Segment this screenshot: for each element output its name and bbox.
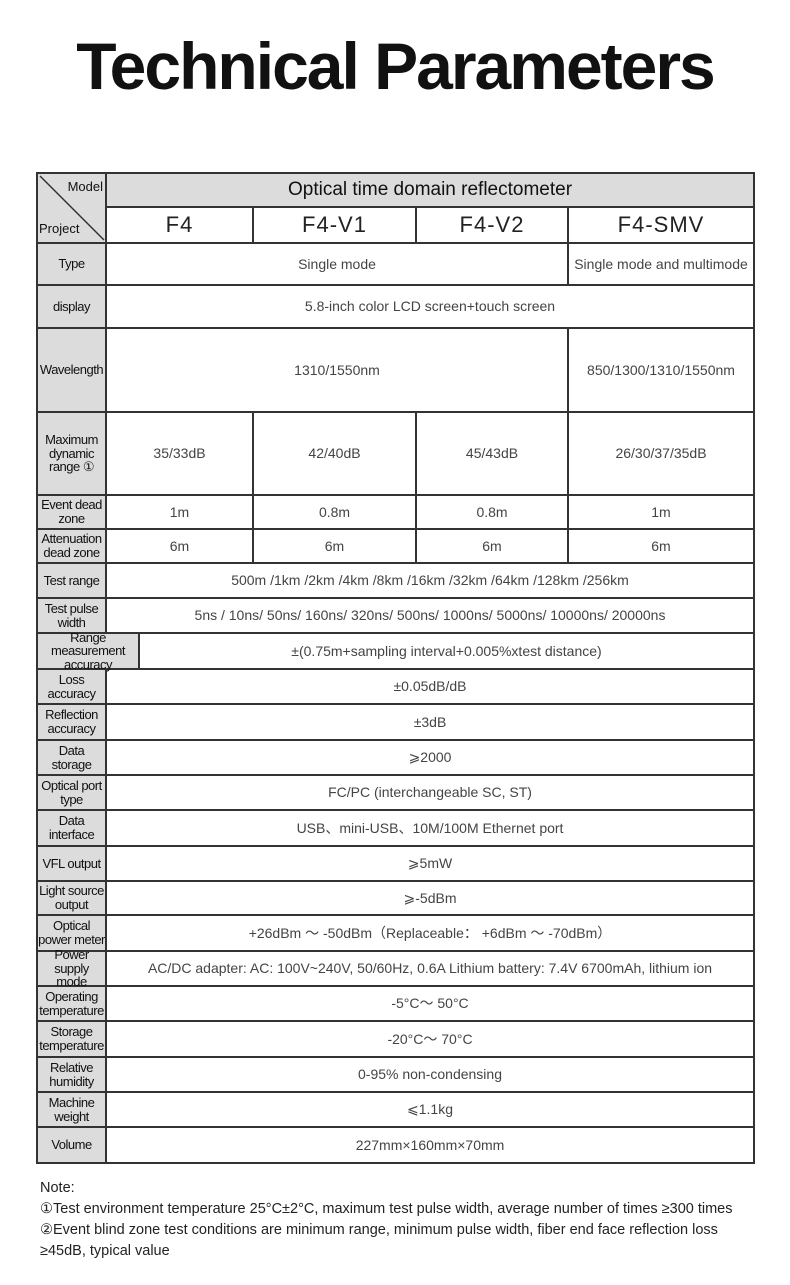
row-value: 5.8-inch color LCD screen+touch screen [107,286,755,327]
note-2: ②Event blind zone test conditions are mi… [40,1222,718,1259]
row-value: 500m /1km /2km /4km /8km /16km /32km /64… [107,564,755,597]
row-value: 45/43dB [417,413,569,494]
row-label: Optical power meter [38,916,107,950]
row-value: ⩾2000 [107,741,755,774]
table-row: Relative humidity 0-95% non-condensing [38,1058,755,1093]
model-header: F4-SMV [569,208,755,242]
row-value: 227mm×160mm×70mm [107,1128,755,1162]
row-value: ⩾-5dBm [107,882,755,914]
row-label: VFL output [38,847,107,880]
table-row: Type Single mode Single mode and multimode [38,244,755,286]
row-value: ±0.05dB/dB [107,670,755,703]
table-row: Reflection accuracy ±3dB [38,705,755,741]
row-label: Data interface [38,811,107,845]
row-value: 5ns / 10ns/ 50ns/ 160ns/ 320ns/ 500ns/ 1… [107,599,755,632]
table-row: Range measurement accuracy ±(0.75m+sampli… [38,630,755,671]
table-row: Event dead zone 1m 0.8m 0.8m 1m [38,496,755,530]
row-value: -20°C～ 70°C [107,1022,755,1056]
table-row: display 5.8-inch color LCD screen+touch s… [38,286,755,329]
row-label: Test pulse width [38,599,107,632]
row-value: +26dBm ～ -50dBm（Replaceable： +6dBm ～ -70… [107,916,755,950]
table-row: Power supply mode AC/DC adapter: AC: 100V… [38,948,755,989]
row-label: Light source output [38,882,107,914]
notes-heading: Note: [40,1180,75,1196]
row-label: Reflection accuracy [38,705,107,739]
corner-project-label: Project [39,221,80,236]
row-value: ±3dB [107,705,755,739]
row-label: Range measurement accuracy [38,630,140,671]
row-label: Event dead zone [38,496,107,528]
table-row: Optical power meter +26dBm ～ -50dBm（Repla… [38,916,755,952]
row-label: Test range [38,564,107,597]
row-value: 35/33dB [107,413,254,494]
table-row: Data storage ⩾2000 [38,741,755,776]
row-value: 6m [107,530,254,562]
table-row: Operating temperature -5°C～ 50°C [38,987,755,1022]
row-value: Single mode [107,244,569,284]
row-label: Maximum dynamic range ① [38,413,107,494]
table-row: Storage temperature -20°C～ 70°C [38,1022,755,1058]
table-row: Volume 227mm×160mm×70mm [38,1128,755,1164]
corner-model-label: Model [67,179,103,194]
row-value: 850/1300/1310/1550nm [569,329,755,411]
row-label: Attenuation dead zone [38,530,107,562]
table-row: Loss accuracy ±0.05dB/dB [38,670,755,705]
table-corner: Model Project [38,174,107,242]
row-label: Data storage [38,741,107,774]
row-value: FC/PC (interchangeable SC, ST) [107,776,755,809]
row-value: ⩽1.1kg [107,1093,755,1126]
row-value: 6m [569,530,755,562]
product-header: Optical time domain reflectometer [107,174,755,208]
table-row: Optical port type FC/PC (interchangeable … [38,776,755,811]
row-label: Operating temperature [38,987,107,1020]
row-value: 42/40dB [254,413,417,494]
row-value: 0.8m [417,496,569,528]
row-label: Optical port type [38,776,107,809]
row-value: -5°C～ 50°C [107,987,755,1020]
row-value: AC/DC adapter: AC: 100V~240V, 50/60Hz, 0… [107,952,755,985]
row-value: Single mode and multimode [569,244,755,284]
row-label: Type [38,244,107,284]
parameters-table: Model Project Optical time domain reflec… [36,172,755,1164]
table-row: Test pulse width 5ns / 10ns/ 50ns/ 160ns/… [38,599,755,634]
table-row: Machine weight ⩽1.1kg [38,1093,755,1128]
row-value: 1310/1550nm [107,329,569,411]
row-value: ⩾5mW [107,847,755,880]
table-row: Data interface USB、mini-USB、10M/100M Ethe… [38,811,755,847]
row-label: Volume [38,1128,107,1162]
row-value: 0.8m [254,496,417,528]
page-title: Technical Parameters [76,29,715,103]
table-row: Attenuation dead zone 6m 6m 6m 6m [38,530,755,564]
model-header: F4-V1 [254,208,417,242]
model-header: F4 [107,208,254,242]
row-label: display [38,286,107,327]
row-label: Machine weight [38,1093,107,1126]
row-value: 1m [107,496,254,528]
model-header: F4-V2 [417,208,569,242]
row-value: ±(0.75m+sampling interval+0.005%xtest di… [140,634,755,668]
note-1: ①Test environment temperature 25°C±2°C, … [40,1201,733,1217]
row-label: Storage temperature [38,1022,107,1056]
table-row: Wavelength 1310/1550nm 850/1300/1310/1550n… [38,329,755,413]
row-value: USB、mini-USB、10M/100M Ethernet port [107,811,755,845]
row-label: Loss accuracy [38,670,107,703]
row-value: 0-95% non-condensing [107,1058,755,1091]
table-row: Test range 500m /1km /2km /4km /8km /16km… [38,564,755,599]
row-label: Power supply mode [38,948,107,989]
table-row: Light source output ⩾-5dBm [38,882,755,916]
row-value: 26/30/37/35dB [569,413,755,494]
row-value: 1m [569,496,755,528]
row-value: 6m [417,530,569,562]
table-row: Maximum dynamic range ① 35/33dB 42/40dB 45/… [38,413,755,496]
row-label: Relative humidity [38,1058,107,1091]
table-row: VFL output ⩾5mW [38,847,755,882]
notes: Note: ①Test environment temperature 25°C… [40,1178,760,1262]
row-label: Wavelength [38,329,107,411]
row-value: 6m [254,530,417,562]
